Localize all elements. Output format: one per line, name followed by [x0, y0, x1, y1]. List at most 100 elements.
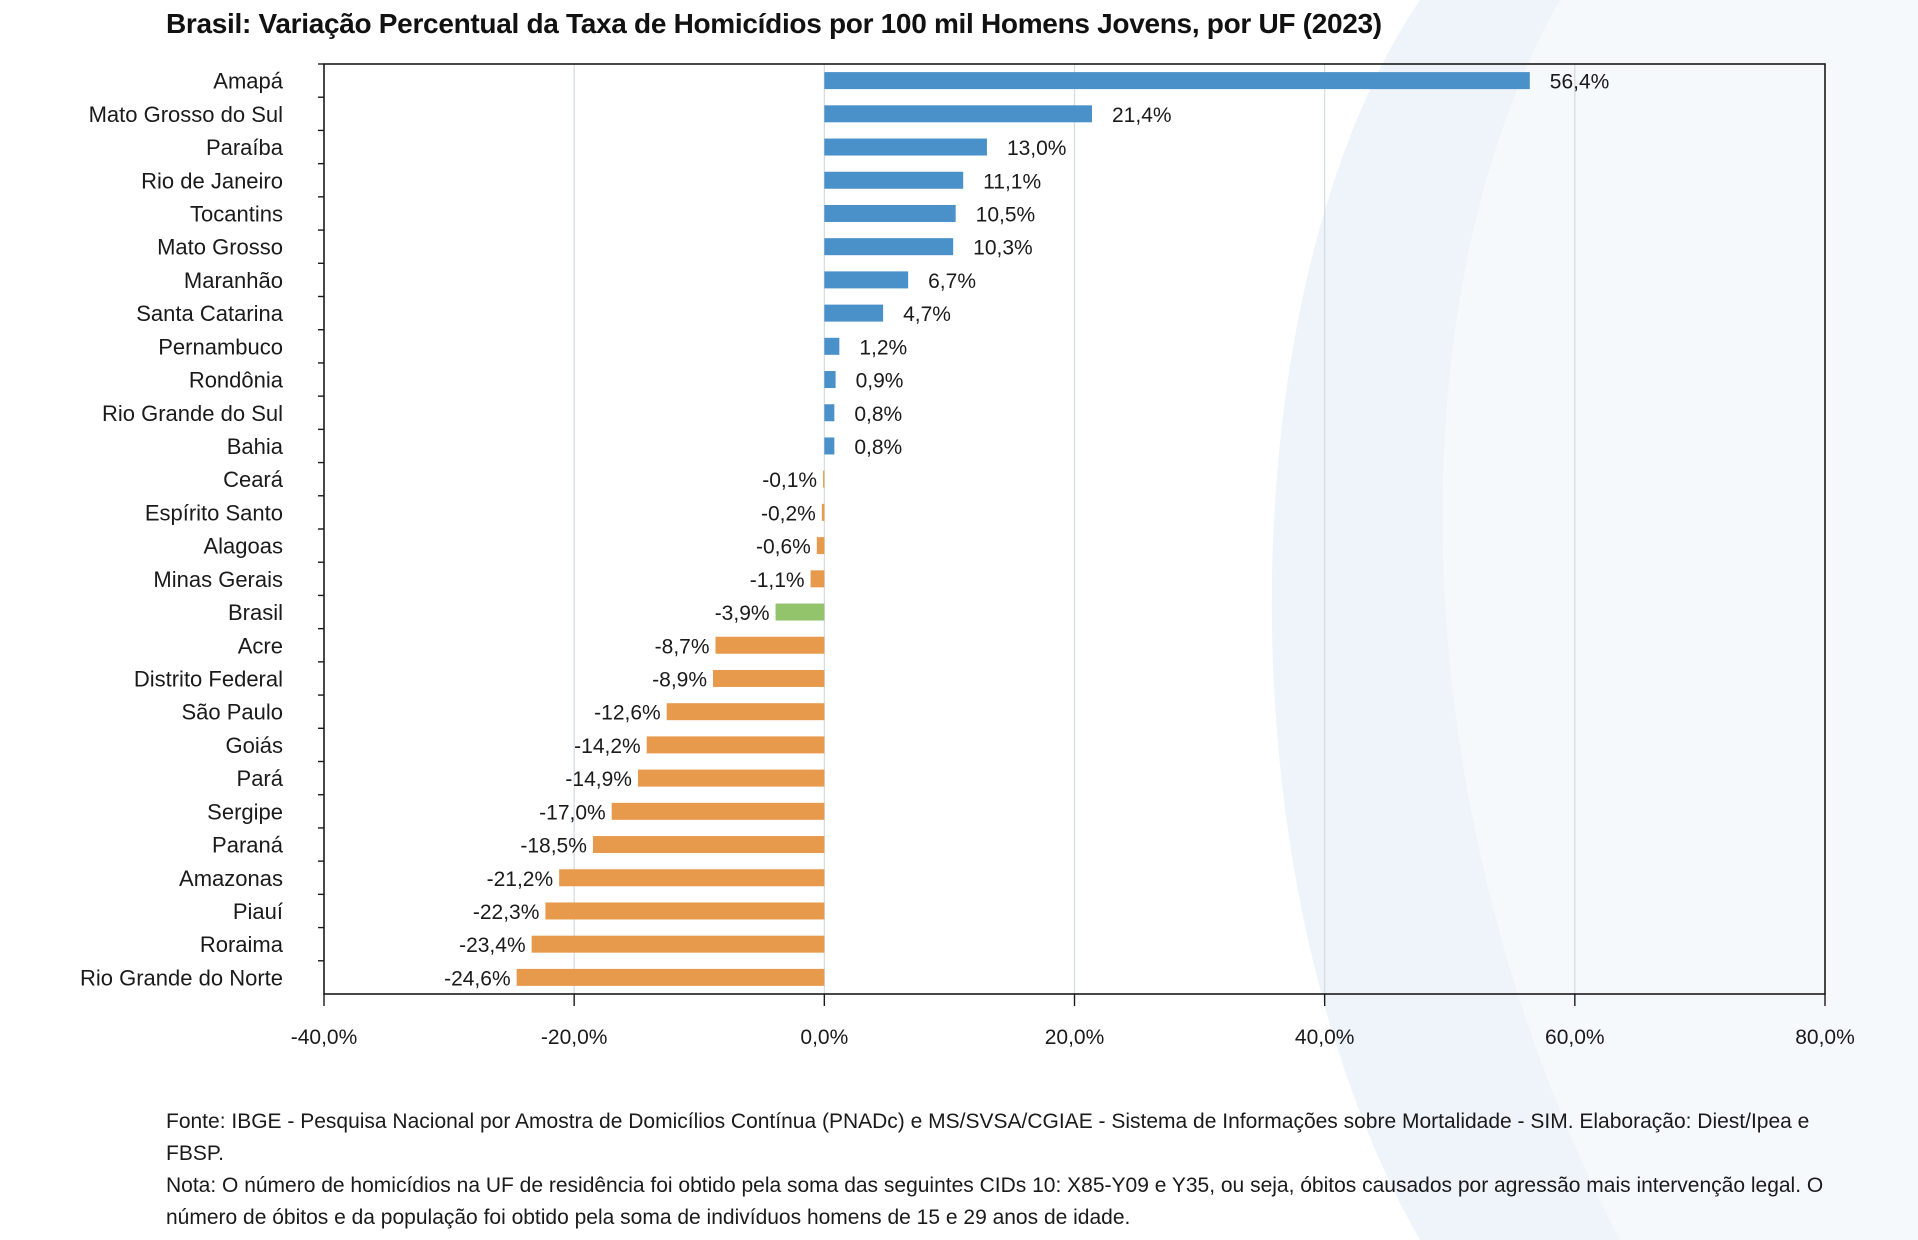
x-tick-label: 80,0%: [1795, 1026, 1855, 1049]
bar: [824, 337, 840, 355]
bar: [824, 72, 1530, 90]
category-label: Brasil: [228, 600, 283, 625]
value-labels: 56,4% 21,4% 13,0% 11,1% 10,5% 10,3% 6,7% 4,7% 1,…: [444, 71, 1609, 991]
value-label: 6,7%: [928, 270, 976, 293]
x-tick-label: -20,0%: [541, 1026, 608, 1049]
category-label: Paraná: [212, 833, 284, 858]
category-label: Sergipe: [207, 799, 283, 824]
x-tick-label: 20,0%: [1045, 1026, 1105, 1049]
bar: [823, 470, 825, 488]
bar: [531, 935, 825, 953]
category-label: Amapá: [213, 69, 283, 94]
category-label: Rio Grande do Norte: [80, 965, 283, 990]
category-label: Bahia: [227, 434, 284, 459]
bar: [824, 204, 956, 222]
bar: [821, 503, 825, 521]
bar: [559, 869, 825, 887]
value-label: 13,0%: [1007, 137, 1067, 160]
value-label: -14,2%: [574, 735, 641, 758]
footnote-source: Fonte: IBGE - Pesquisa Nacional por Amos…: [166, 1110, 1810, 1165]
bar: [824, 437, 835, 455]
category-label: Mato Grosso do Sul: [89, 102, 283, 127]
value-label: -0,2%: [761, 502, 816, 525]
category-label: Minas Gerais: [153, 567, 283, 592]
category-label: Rondônia: [189, 368, 284, 393]
value-label: 0,8%: [854, 436, 902, 459]
value-label: -12,6%: [594, 702, 661, 725]
value-label: -14,9%: [565, 768, 632, 791]
value-label: 1,2%: [859, 336, 907, 359]
bar: [824, 171, 964, 189]
bar: [824, 138, 987, 156]
category-label: Rio de Janeiro: [141, 168, 283, 193]
value-label: -0,1%: [762, 469, 817, 492]
x-tick-label: 60,0%: [1545, 1026, 1605, 1049]
value-label: 0,8%: [854, 403, 902, 426]
footnote-note: Nota: O número de homicídios na UF de re…: [166, 1174, 1824, 1229]
footnote: Fonte: IBGE - Pesquisa Nacional por Amos…: [166, 1106, 1826, 1234]
gridlines: [573, 64, 1576, 994]
value-label: -0,6%: [756, 536, 811, 559]
category-labels: Amapá Mato Grosso do Sul Paraíba Rio de Jan…: [80, 69, 284, 991]
x-tick-label: 40,0%: [1295, 1026, 1355, 1049]
bar: [810, 570, 825, 588]
bar-chart: Amapá Mato Grosso do Sul Paraíba Rio de Jan…: [80, 63, 1855, 1049]
bar: [611, 802, 825, 820]
bar: [592, 836, 825, 854]
bar: [824, 371, 836, 389]
bar: [713, 669, 825, 687]
category-label: São Paulo: [181, 700, 283, 725]
x-tick-label: 0,0%: [800, 1026, 848, 1049]
category-label: Rio Grande do Sul: [102, 401, 283, 426]
category-label: Roraima: [200, 932, 284, 957]
category-label: Tocantins: [190, 201, 283, 226]
value-label: 21,4%: [1112, 104, 1172, 127]
bar: [824, 105, 1093, 123]
value-label: -8,9%: [652, 668, 707, 691]
category-label: Distrito Federal: [134, 666, 283, 691]
category-label: Mato Grosso: [157, 235, 283, 260]
value-label: 10,3%: [973, 237, 1033, 260]
category-label: Amazonas: [179, 866, 283, 891]
bar: [715, 636, 825, 654]
value-label: -21,2%: [487, 868, 554, 891]
value-label: -8,7%: [655, 635, 710, 658]
bar: [816, 537, 825, 555]
bar: [775, 603, 825, 621]
value-label: -18,5%: [520, 835, 587, 858]
bar: [824, 304, 884, 322]
bar: [824, 404, 835, 422]
bar: [545, 902, 825, 920]
value-label: 10,5%: [976, 203, 1036, 226]
category-label: Ceará: [223, 467, 284, 492]
bars: [516, 72, 1530, 986]
value-label: -17,0%: [539, 801, 606, 824]
value-label: -1,1%: [750, 569, 805, 592]
chart-title: Brasil: Variação Percentual da Taxa de H…: [166, 8, 1382, 39]
value-label: 4,7%: [903, 303, 951, 326]
x-tick-label: -40,0%: [291, 1026, 358, 1049]
category-label: Goiás: [226, 733, 283, 758]
category-label: Paraíba: [206, 135, 284, 160]
bar: [666, 703, 825, 721]
value-label: 0,9%: [856, 370, 904, 393]
category-label: Piauí: [233, 899, 283, 924]
value-label: -24,6%: [444, 967, 511, 990]
category-label: Santa Catarina: [136, 301, 284, 326]
bar: [824, 271, 909, 289]
x-axis-ticks: -40,0% -20,0% 0,0% 20,0% 40,0% 60,0% 80,0%: [291, 994, 1855, 1049]
bar: [824, 238, 954, 256]
value-label: 11,1%: [983, 170, 1041, 193]
category-label: Pará: [237, 766, 284, 791]
category-label: Pernambuco: [158, 334, 283, 359]
category-label: Alagoas: [203, 534, 283, 559]
bar: [637, 769, 825, 787]
category-label: Espírito Santo: [145, 500, 283, 525]
value-label: -3,9%: [715, 602, 770, 625]
category-label: Acre: [238, 633, 283, 658]
bar: [516, 968, 825, 986]
value-label: 56,4%: [1550, 71, 1610, 94]
value-label: -22,3%: [473, 901, 540, 924]
